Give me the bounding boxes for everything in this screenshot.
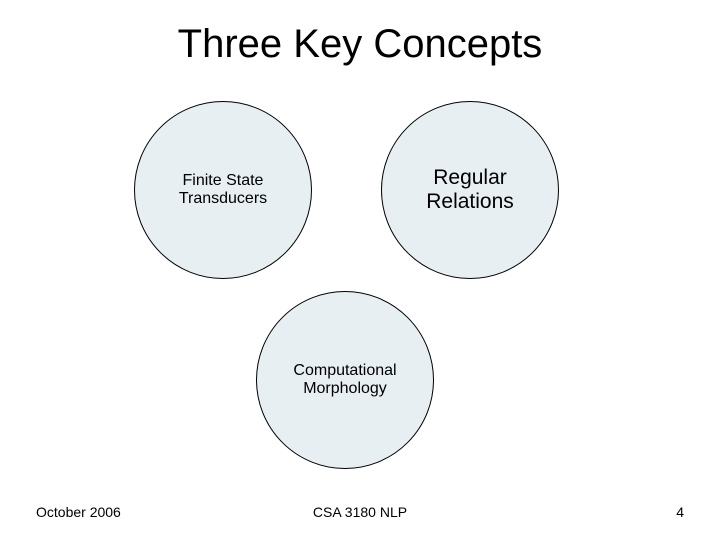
slide: Three Key Concepts Finite State Transduc…	[0, 0, 720, 540]
concept-circle-computational-morphology: Computational Morphology	[256, 291, 434, 469]
concept-label: Computational Morphology	[293, 362, 396, 399]
concept-circle-finite-state-transducers: Finite State Transducers	[134, 101, 312, 279]
footer-course: CSA 3180 NLP	[0, 504, 720, 520]
concept-label: Finite State Transducers	[179, 172, 267, 209]
concept-label: Regular Relations	[426, 166, 514, 214]
concept-circle-regular-relations: Regular Relations	[381, 101, 559, 279]
footer-page-number: 4	[676, 504, 684, 520]
slide-title: Three Key Concepts	[0, 22, 720, 67]
